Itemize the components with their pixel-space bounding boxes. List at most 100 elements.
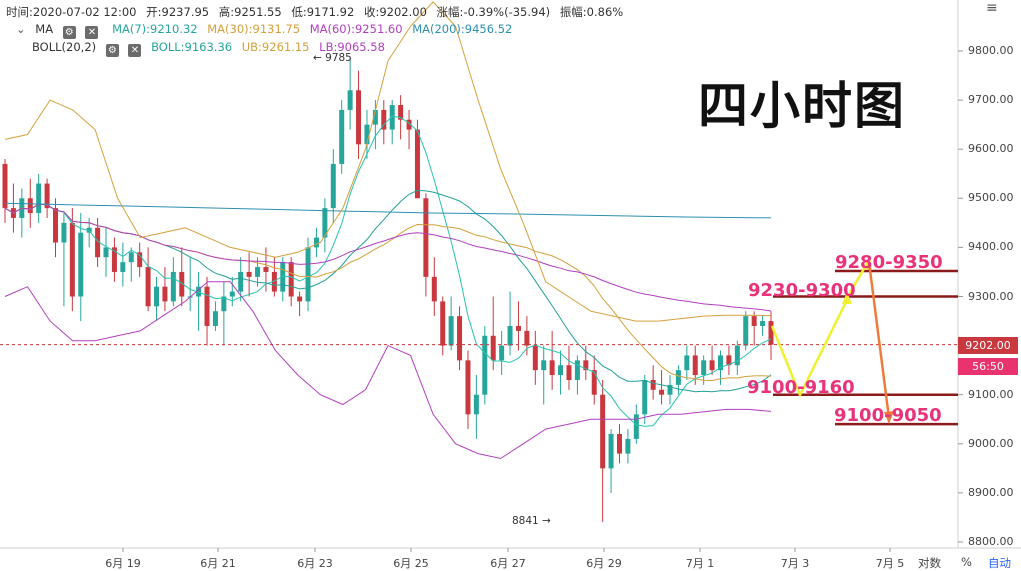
y-tick-label: 9100.00 [968, 387, 1014, 401]
candle-body [27, 198, 33, 214]
ma-collapse-icon[interactable]: ⌄ [16, 22, 26, 36]
candle-body [372, 109, 378, 125]
candle-body [255, 267, 261, 277]
candle-body [271, 271, 277, 292]
candle-body [625, 438, 631, 454]
x-tick-label: 7月 1 [685, 557, 715, 570]
boll-label: BOLL(20,2) [32, 40, 97, 54]
y-tick-label: 9700.00 [968, 93, 1014, 107]
y-tick-label: 8800.00 [968, 535, 1014, 548]
x-tick-label: 6月 29 [586, 557, 622, 570]
info-low: 低:9171.92 [291, 5, 355, 19]
candle-body [61, 222, 67, 243]
candle-body [709, 360, 715, 371]
candle-body [499, 345, 505, 361]
candle-body [751, 316, 757, 326]
candle-body [297, 296, 303, 302]
candle-body [95, 227, 101, 258]
boll-close-icon[interactable]: ✕ [128, 44, 142, 57]
ub-value: UB:9261.15 [241, 40, 310, 54]
candle-body [524, 330, 530, 346]
candle-body [330, 163, 336, 209]
annotation-9230-9300: 9230-9300 [748, 280, 856, 301]
y-tick-label: 9800.00 [968, 44, 1014, 57]
candle-body [44, 183, 50, 209]
candle-body [684, 355, 690, 371]
ma-info: ⌄ MA ⚙ ✕ MA(7):9210.32 MA(30):9131.75 MA… [16, 22, 518, 39]
candle-body [431, 276, 437, 302]
boll-info: BOLL(20,2) ⚙ ✕ BOLL:9163.36 UB:9261.15 L… [32, 40, 391, 57]
x-tick-label: 7月 3 [780, 557, 810, 570]
info-open: 开:9237.95 [146, 5, 210, 19]
candle-body [574, 360, 580, 380]
candle-body [2, 163, 8, 209]
menu-icon[interactable]: ≡ [986, 0, 998, 16]
candle-body [465, 360, 471, 415]
candle-body [717, 355, 723, 371]
candle-body [532, 345, 538, 371]
candle-body [313, 237, 319, 248]
candle-body [760, 321, 766, 326]
x-tick-label: 6月 23 [297, 557, 333, 570]
y-tick-label: 9600.00 [968, 142, 1014, 156]
ma-label: MA [35, 22, 54, 36]
boll-upper-line [4, 1, 772, 322]
candle-body [566, 365, 572, 380]
ma60-value: MA(60):9251.60 [309, 22, 403, 36]
candle-body [734, 345, 740, 366]
info-time: 时间:2020-07-02 12:00 [6, 5, 137, 19]
chart-title: 四小时图 [698, 77, 906, 135]
ma-close-icon[interactable]: ✕ [85, 26, 99, 39]
candle-body [701, 360, 707, 376]
annotation-9100-9050: 9100-9050 [834, 405, 942, 426]
candle-body [179, 271, 185, 297]
info-close: 收:9202.00 [363, 5, 427, 19]
candle-body [616, 433, 622, 454]
boll-settings-icon[interactable]: ⚙ [105, 44, 119, 57]
candle-body [457, 316, 463, 361]
candle-body [583, 360, 589, 371]
candle-body [103, 247, 109, 258]
candle-body [482, 335, 488, 395]
y-tick-label: 9500.00 [968, 191, 1014, 205]
lb-value: LB:9065.58 [319, 40, 385, 54]
candle-body [768, 321, 774, 345]
current-price-label: 9202.00 [958, 337, 1018, 354]
x-tick-label: 6月 25 [393, 557, 429, 570]
arrow-head-yellow [842, 292, 852, 304]
ma30-value: MA(30):9131.75 [207, 22, 301, 36]
boll-value: BOLL:9163.36 [151, 40, 233, 54]
candle-body [642, 379, 648, 415]
ma200-line [4, 202, 772, 219]
candle-body [162, 286, 168, 302]
arrow-head-orange [884, 411, 894, 424]
candle-body [263, 267, 269, 272]
candle-body [170, 271, 176, 302]
annotation-9280-9350: 9280-9350 [835, 252, 943, 273]
y-tick-label: 8900.00 [968, 485, 1014, 499]
candle-body [633, 414, 639, 439]
candle-body [196, 286, 202, 297]
candle-body [490, 335, 496, 361]
candle-body [246, 271, 252, 277]
candle-body [549, 360, 555, 376]
candle-body [78, 232, 84, 297]
candle-body [440, 301, 446, 346]
auto-scale-button[interactable]: 自动 [988, 556, 1011, 570]
low-marker: 8841 → [512, 515, 551, 527]
candle-body [221, 296, 227, 312]
candle-body [229, 291, 235, 297]
candle-body [448, 316, 454, 346]
log-scale-button[interactable]: 对数 [918, 556, 941, 570]
candle-body [743, 316, 749, 346]
ma-settings-icon[interactable]: ⚙ [62, 26, 76, 39]
candle-body [507, 325, 513, 346]
candle-body [600, 394, 606, 469]
candle-body [280, 262, 286, 292]
projection-path-yellow [770, 299, 849, 399]
candle-body [288, 262, 294, 297]
candle-body [364, 124, 370, 145]
candle-body [398, 105, 404, 120]
percent-scale-button[interactable]: % [961, 555, 972, 569]
